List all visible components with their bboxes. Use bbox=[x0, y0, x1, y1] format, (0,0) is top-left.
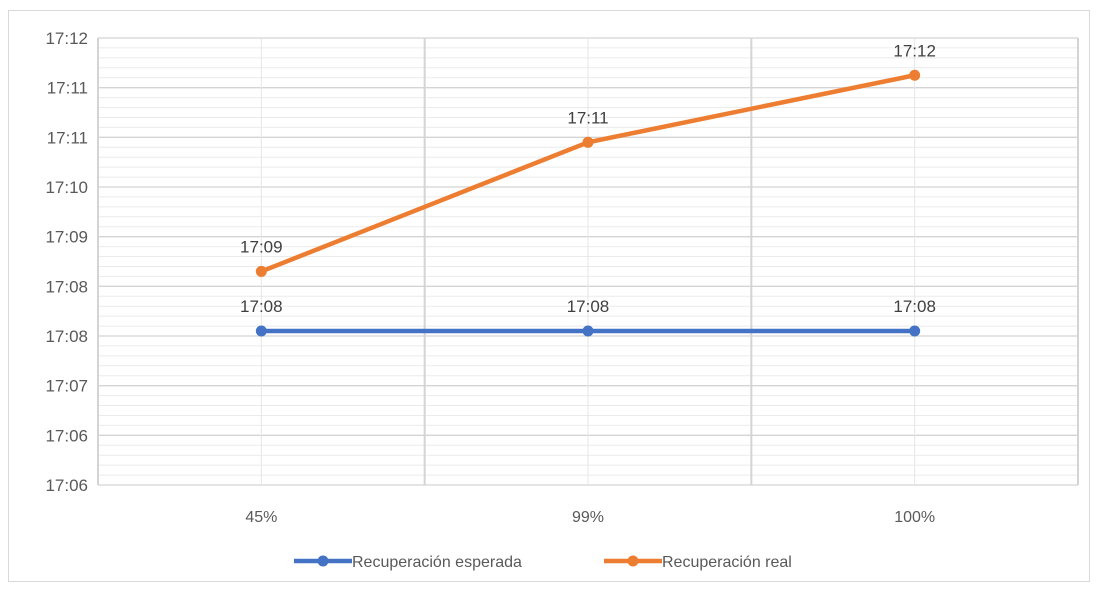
data-label: 17:08 bbox=[893, 297, 936, 316]
y-tick-label: 17:10 bbox=[45, 178, 88, 197]
x-tick-label: 45% bbox=[245, 509, 277, 526]
y-tick-label: 17:09 bbox=[45, 228, 88, 247]
y-axis: 17:06 17:06 17:07 17:08 17:08 17:09 17:10 17:11… bbox=[45, 29, 88, 495]
legend-swatch-marker bbox=[627, 555, 639, 567]
y-tick-label: 17:08 bbox=[45, 277, 88, 296]
data-label: 17:12 bbox=[893, 41, 936, 60]
data-point bbox=[255, 325, 267, 337]
legend: Recuperación esperada Recuperación real bbox=[294, 554, 792, 571]
x-tick-label: 100% bbox=[894, 509, 935, 526]
data-point bbox=[909, 325, 921, 337]
x-axis: 45% 99% 100% bbox=[245, 509, 935, 526]
data-point bbox=[909, 69, 921, 81]
y-tick-label: 17:06 bbox=[45, 426, 88, 445]
y-tick-label: 17:11 bbox=[47, 128, 88, 147]
series bbox=[255, 69, 921, 337]
legend-label: Recuperación esperada bbox=[352, 554, 522, 571]
data-point bbox=[582, 325, 594, 337]
legend-swatch-marker bbox=[317, 555, 329, 567]
data-point bbox=[255, 265, 267, 277]
data-label: 17:08 bbox=[567, 297, 610, 316]
y-tick-label: 17:06 bbox=[45, 476, 88, 495]
y-tick-label: 17:12 bbox=[45, 29, 88, 48]
y-tick-label: 17:11 bbox=[47, 79, 88, 98]
y-tick-label: 17:08 bbox=[45, 327, 88, 346]
data-labels: 17:08 17:08 17:08 17:09 17:11 17:12 bbox=[240, 41, 936, 316]
data-point bbox=[582, 136, 594, 148]
grid bbox=[97, 37, 1079, 486]
legend-label: Recuperación real bbox=[662, 554, 792, 571]
data-label: 17:09 bbox=[240, 237, 283, 256]
data-label: 17:08 bbox=[240, 297, 283, 316]
y-tick-label: 17:07 bbox=[45, 377, 88, 396]
x-tick-label: 99% bbox=[572, 509, 604, 526]
data-label: 17:11 bbox=[567, 108, 608, 127]
